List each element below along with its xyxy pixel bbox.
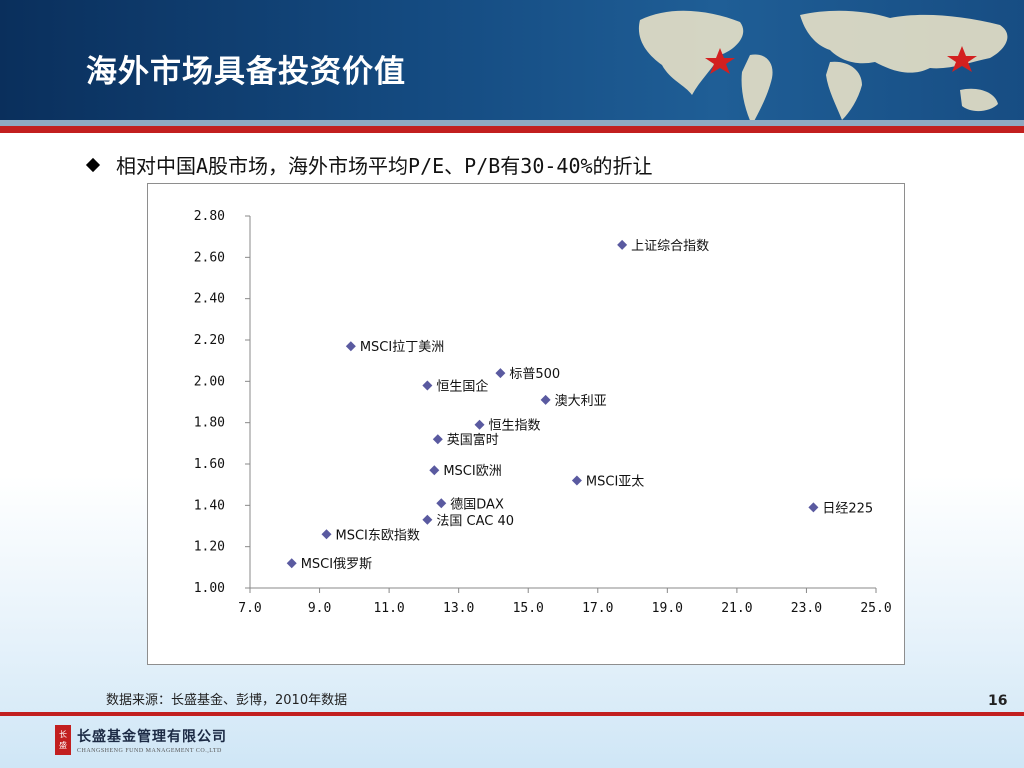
data-point-label: 标普500: [509, 367, 560, 382]
y-tick-label: 2.20: [194, 333, 225, 348]
logo-seal-char: 盛: [59, 741, 67, 750]
data-point-label: 法国 CAC 40: [436, 514, 514, 529]
company-name-en: CHANGSHENG FUND MANAGEMENT CO.,LTD: [77, 748, 222, 754]
x-tick-label: 13.0: [443, 601, 474, 616]
page-number: 16: [988, 693, 1008, 709]
data-point-marker: [571, 475, 582, 486]
data-point-label: 恒生指数: [489, 419, 541, 434]
footer-red-rule: [0, 712, 1024, 716]
slide-header: 海外市场具备投资价值: [0, 0, 1024, 133]
header-stripe: [0, 120, 1024, 126]
data-point-marker: [429, 465, 440, 476]
data-point-marker: [540, 394, 551, 405]
data-point-label: MSCI俄罗斯: [301, 557, 372, 572]
company-name-cn: 长盛基金管理有限公司: [77, 729, 227, 745]
y-tick-label: 1.40: [194, 498, 225, 513]
data-point-label: 英国富时: [447, 432, 499, 448]
data-point-marker: [321, 529, 332, 540]
data-point-marker: [617, 239, 628, 250]
star-icon-americas: [705, 48, 735, 74]
data-point-marker: [808, 502, 819, 513]
logo-seal: 长 盛: [55, 725, 71, 755]
data-point-marker: [474, 419, 485, 430]
data-point-label: 上证综合指数: [631, 239, 709, 254]
data-point-label: MSCI拉丁美洲: [360, 340, 444, 355]
x-tick-label: 15.0: [513, 601, 544, 616]
y-tick-label: 1.20: [194, 540, 225, 555]
scatter-chart: 1.00 1.20 1.40 1.60 1.80 2.00 2.20 2.40 2.60 2.80…: [147, 183, 905, 665]
y-tick-label: 2.60: [194, 250, 225, 265]
data-point-marker: [286, 558, 297, 569]
data-point-label: MSCI东欧指数: [336, 528, 420, 543]
header-red-stripe: [0, 126, 1024, 133]
world-map-graphic: [638, 10, 1008, 125]
y-tick-label: 2.40: [194, 292, 225, 307]
data-source-note: 数据来源：长盛基金、彭博，2010年数据: [106, 693, 348, 708]
x-tick-label: 7.0: [238, 601, 261, 616]
y-tick-label: 2.80: [194, 209, 225, 224]
data-point-marker: [495, 368, 506, 379]
x-tick-label: 21.0: [721, 601, 752, 616]
data-point-label: 恒生国企: [436, 378, 488, 394]
y-tick-label: 2.00: [194, 374, 225, 389]
x-tick-label: 19.0: [652, 601, 683, 616]
data-point-label: 澳大利亚: [555, 393, 607, 409]
data-point-label: MSCI欧洲: [443, 464, 501, 479]
company-logo: 长 盛 长盛基金管理有限公司 CHANGSHENG FUND MANAGEMEN…: [55, 725, 227, 755]
scatter-chart-svg: 1.00 1.20 1.40 1.60 1.80 2.00 2.20 2.40 2.60 2.80…: [194, 209, 892, 616]
star-icon-asia: [947, 46, 977, 72]
diamond-bullet-icon: [85, 157, 101, 172]
data-point-label: 日经225: [822, 501, 873, 516]
data-point-marker: [422, 380, 433, 391]
x-tick-label: 17.0: [582, 601, 613, 616]
x-tick-label: 9.0: [308, 601, 331, 616]
bullet-point: 相对中国A股市场，海外市场平均P/E、P/B有30-40%的折让: [85, 150, 653, 179]
y-tick-label: 1.80: [194, 416, 225, 431]
data-point-label: MSCI亚太: [586, 475, 644, 490]
data-point-label: 德国DAX: [450, 497, 504, 512]
bullet-text: 相对中国A股市场，海外市场平均P/E、P/B有30-40%的折让: [116, 154, 653, 178]
y-tick-label: 1.00: [194, 581, 225, 596]
data-point-marker: [436, 498, 447, 509]
data-point-marker: [422, 514, 433, 525]
x-tick-label: 11.0: [373, 601, 404, 616]
data-point-marker: [432, 434, 443, 445]
y-tick-label: 1.60: [194, 457, 225, 472]
logo-seal-char: 长: [59, 730, 67, 739]
data-point-marker: [345, 341, 356, 352]
x-tick-label: 25.0: [860, 601, 891, 616]
x-tick-label: 23.0: [791, 601, 822, 616]
slide-title: 海外市场具备投资价值: [86, 54, 406, 90]
